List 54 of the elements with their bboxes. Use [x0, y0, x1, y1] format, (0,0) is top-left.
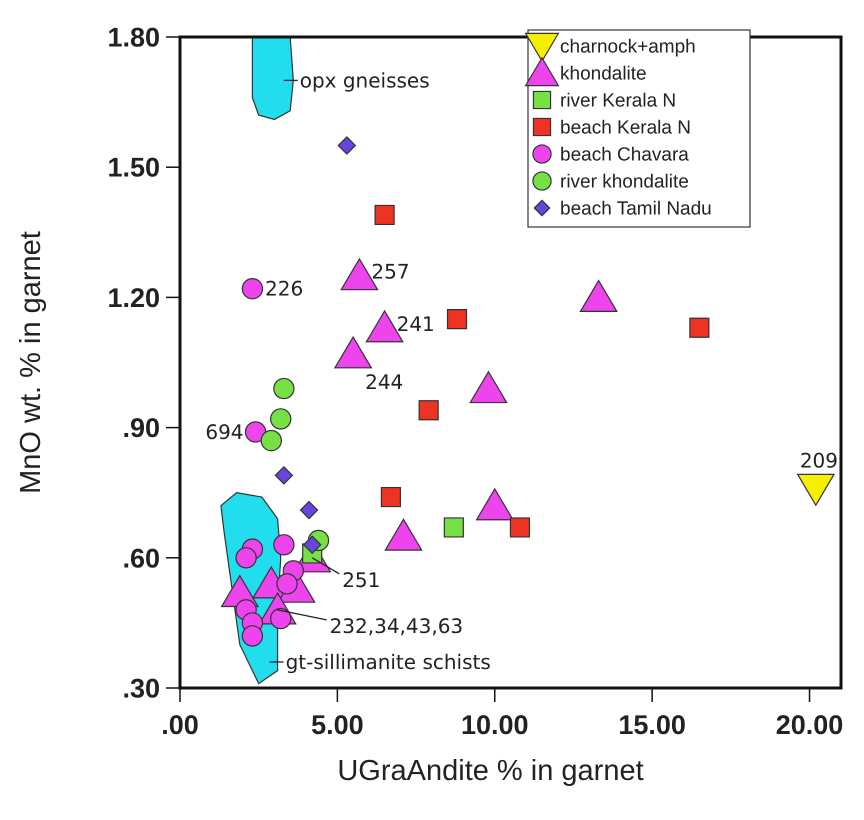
point: [260, 430, 282, 452]
point: [384, 518, 422, 551]
legend-label: river Kerala N: [560, 90, 676, 112]
point: [273, 378, 295, 400]
point: [689, 318, 710, 338]
annotation: 226: [265, 276, 304, 301]
point: [444, 517, 464, 538]
point: [338, 136, 356, 155]
annotation: 694: [205, 420, 244, 444]
annotation: 251: [342, 568, 380, 592]
x-tick-label: 5.00: [311, 710, 364, 740]
point: [476, 488, 514, 520]
point: [470, 371, 508, 404]
x-tick-label: 10.00: [460, 710, 529, 740]
point: [418, 400, 439, 420]
annotation: gt-sillimanite schists: [286, 650, 491, 674]
y-tick-label: .90: [122, 413, 160, 444]
legend-label: beach Tamil Nadu: [560, 198, 712, 220]
point: [235, 547, 257, 568]
point: [300, 500, 318, 520]
annotation: 241: [396, 312, 435, 336]
point: [446, 309, 468, 330]
y-tick-label: 1.50: [107, 152, 160, 183]
point: [276, 573, 298, 595]
y-axis-title: MnO wt. % in garnet: [15, 231, 47, 494]
annotation: 232,34,43,63: [330, 614, 464, 638]
legend-label: beach Chavara: [560, 144, 690, 166]
y-tick-label: 1.20: [107, 282, 160, 313]
point: [334, 336, 372, 368]
x-tick-label: 20.00: [776, 710, 844, 740]
legend-label: charnock+amph: [560, 36, 696, 58]
point: [242, 278, 264, 300]
x-axis-title: UGraAndite % in garnet: [337, 755, 644, 787]
x-tick-label: 15.00: [618, 710, 686, 740]
annotation: 257: [371, 260, 410, 284]
point: [510, 517, 530, 538]
point: [242, 625, 264, 647]
point: [273, 534, 295, 556]
annotation: 209: [800, 448, 838, 472]
y-tick-label: .30: [122, 673, 160, 704]
annotation: 244: [365, 370, 404, 394]
legend-label: river khondalite: [560, 172, 689, 193]
point: [274, 466, 294, 484]
legend-label: beach Kerala N: [560, 118, 691, 139]
annotation: opx gneisses: [300, 68, 430, 92]
y-tick-label: .60: [122, 543, 160, 574]
y-tick-label: 1.80: [107, 22, 160, 52]
point: [374, 204, 395, 226]
point: [270, 408, 292, 430]
point: [244, 421, 266, 443]
point: [380, 486, 401, 508]
point: [580, 280, 618, 312]
x-tick-label: .00: [161, 710, 199, 740]
legend-label: khondalite: [560, 64, 647, 85]
